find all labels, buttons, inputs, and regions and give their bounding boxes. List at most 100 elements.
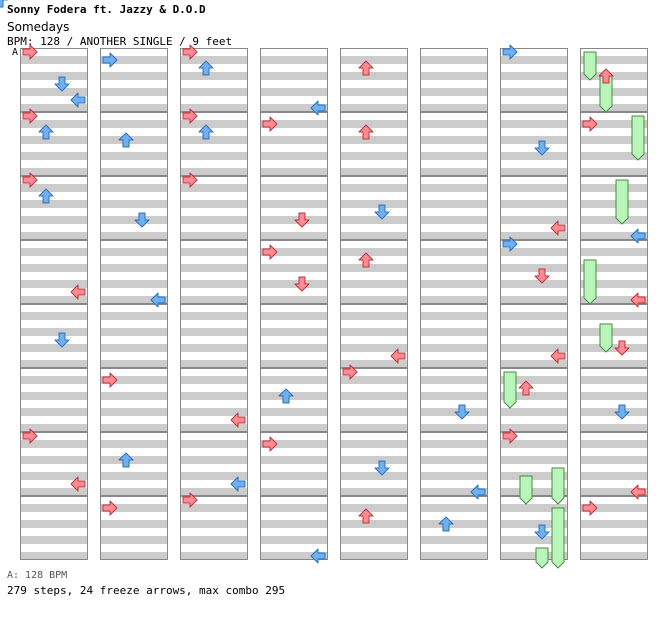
step-arrow [294, 276, 310, 292]
step-arrow [134, 212, 150, 228]
step-arrow [38, 188, 54, 204]
freeze-arrow [551, 467, 565, 505]
step-arrow [278, 388, 294, 404]
step-arrow [598, 68, 614, 84]
measure [340, 368, 408, 432]
freeze-arrow [551, 507, 565, 569]
measure [580, 240, 648, 304]
step-arrow [582, 500, 598, 516]
measure [100, 496, 168, 560]
freeze-arrow [615, 179, 629, 225]
measure [260, 304, 328, 368]
step-arrow [70, 284, 86, 300]
measure [420, 496, 488, 560]
step-arrow [102, 500, 118, 516]
step-arrow [534, 140, 550, 156]
step-arrow [550, 348, 566, 364]
measure [20, 368, 88, 432]
step-arrow [630, 292, 646, 308]
bpm-marker: A [12, 47, 19, 58]
step-arrow [230, 412, 246, 428]
step-arrow [22, 428, 38, 444]
step-arrow [22, 44, 38, 60]
freeze-arrow [583, 51, 597, 81]
song-artist: Sonny Fodera ft. Jazzy & D.O.D [7, 3, 206, 16]
measure [20, 48, 88, 112]
step-arrow [358, 252, 374, 268]
step-arrow [358, 508, 374, 524]
measure [180, 368, 248, 432]
measure [420, 176, 488, 240]
step-arrow [102, 372, 118, 388]
measure [420, 368, 488, 432]
step-arrow [54, 332, 70, 348]
measure [260, 176, 328, 240]
freeze-arrow [535, 547, 549, 569]
step-arrow [502, 236, 518, 252]
step-arrow [182, 492, 198, 508]
measure [500, 240, 568, 304]
freeze-arrow [519, 475, 533, 505]
step-arrow [262, 244, 278, 260]
measure [580, 176, 648, 240]
step-arrow [294, 212, 310, 228]
measure [340, 176, 408, 240]
step-arrow [614, 340, 630, 356]
measure [20, 176, 88, 240]
measure [180, 304, 248, 368]
bpm-legend: A: 128 BPM [7, 570, 68, 581]
step-arrow [182, 108, 198, 124]
step-arrow [262, 436, 278, 452]
measure [20, 304, 88, 368]
step-arrow [630, 228, 646, 244]
measure [580, 368, 648, 432]
measure [260, 496, 328, 560]
measure [100, 112, 168, 176]
step-arrow [230, 476, 246, 492]
measure [20, 496, 88, 560]
measure [340, 240, 408, 304]
measure [500, 112, 568, 176]
freeze-arrow [631, 115, 645, 161]
step-arrow [534, 268, 550, 284]
measure [20, 432, 88, 496]
freeze-arrow [599, 323, 613, 353]
step-arrow [0, 0, 8, 8]
measure [100, 176, 168, 240]
step-arrow [22, 172, 38, 188]
measure [340, 432, 408, 496]
step-arrow [70, 92, 86, 108]
step-arrow [374, 204, 390, 220]
step-arrow [470, 484, 486, 500]
step-arrow [518, 380, 534, 396]
step-arrow [438, 516, 454, 532]
chart-info: BPM: 128 / ANOTHER SINGLE / 9 feet [7, 35, 233, 48]
step-arrow [614, 404, 630, 420]
step-arrow [118, 452, 134, 468]
measure [500, 48, 568, 112]
step-arrow [102, 52, 118, 68]
step-arrow [310, 548, 326, 564]
step-arrow [70, 476, 86, 492]
measure [180, 176, 248, 240]
chart-stats: 279 steps, 24 freeze arrows, max combo 2… [7, 584, 286, 597]
step-arrow [262, 116, 278, 132]
measure [260, 48, 328, 112]
step-arrow [150, 292, 166, 308]
song-title: Somedays [7, 20, 70, 34]
measure [420, 240, 488, 304]
step-arrow [182, 172, 198, 188]
measure [180, 496, 248, 560]
step-arrow [198, 60, 214, 76]
step-arrow [198, 124, 214, 140]
step-arrow [182, 44, 198, 60]
step-arrow [502, 428, 518, 444]
step-arrow [534, 524, 550, 540]
measure [420, 48, 488, 112]
freeze-arrow [503, 371, 517, 409]
step-arrow [630, 484, 646, 500]
measure [260, 112, 328, 176]
step-arrow [390, 348, 406, 364]
step-arrow [582, 116, 598, 132]
measure [420, 432, 488, 496]
